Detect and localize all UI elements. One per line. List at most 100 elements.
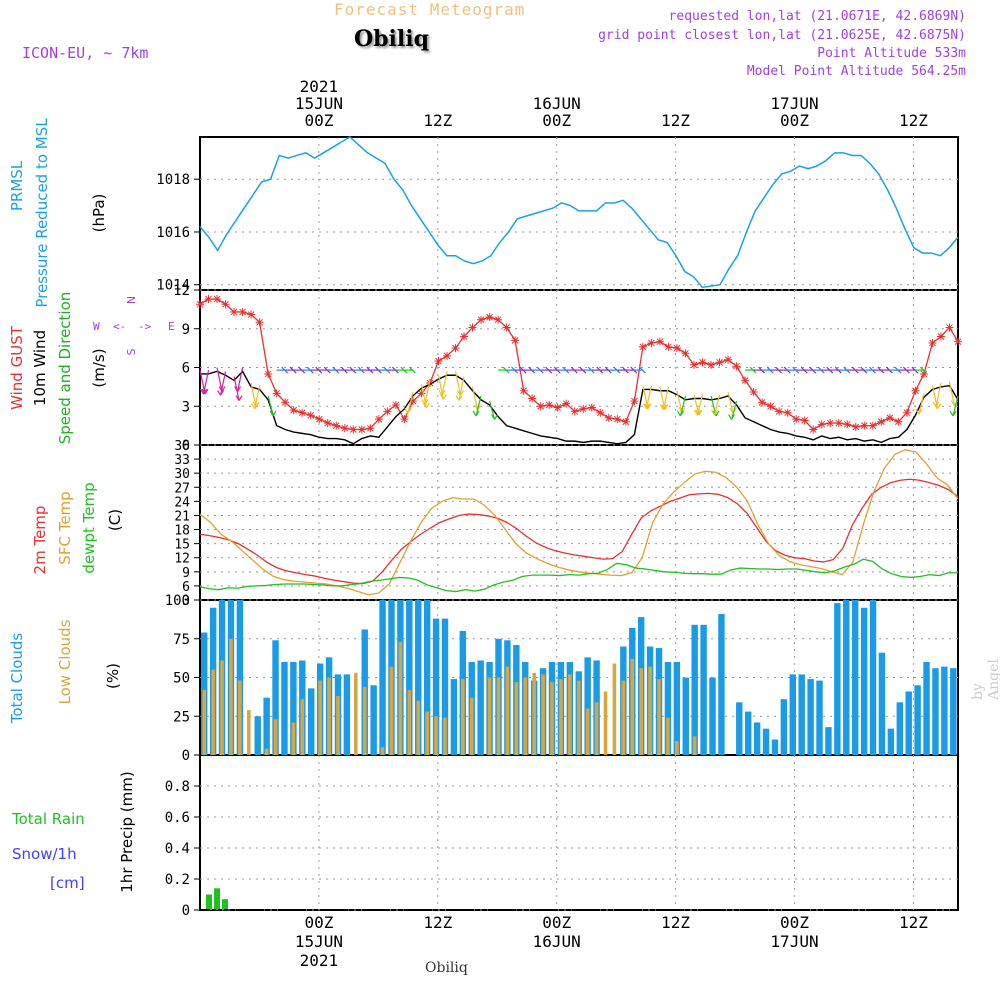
bar-low-clouds xyxy=(639,668,643,755)
wind-arrow-head xyxy=(200,388,208,395)
bar-low-clouds xyxy=(532,672,536,755)
gust-marker xyxy=(936,332,945,341)
wind-arrow-head xyxy=(919,366,927,374)
panel-frame xyxy=(199,136,959,291)
side-label-sfc-temp: SFC Temp xyxy=(56,491,74,564)
wind-arrow-head xyxy=(455,395,463,401)
wind-arrow-head xyxy=(404,407,412,414)
wind-arrow-head xyxy=(792,366,800,374)
wind-direction-arrow xyxy=(407,391,414,414)
chart-title: Forecast Meteogram xyxy=(334,0,526,19)
gust-marker xyxy=(306,411,315,420)
bar-total-clouds xyxy=(887,728,895,755)
bar-total-clouds xyxy=(851,600,859,755)
bottom-year-label: 2021 xyxy=(300,951,339,970)
bar-low-clouds xyxy=(327,677,331,755)
gust-marker xyxy=(792,415,801,424)
station-name: Obiliq xyxy=(354,26,430,52)
y-tick-label: 30 xyxy=(174,467,190,482)
gust-marker xyxy=(477,315,486,324)
y-tick-label: 12 xyxy=(174,552,190,567)
bottom-hour-label: 00Z xyxy=(304,913,333,932)
wind-arrow-head xyxy=(528,366,536,374)
wind-arrow-head xyxy=(383,366,391,374)
wind-direction-arrow xyxy=(441,371,448,396)
bar-total-clouds xyxy=(290,662,297,755)
compass-n: N xyxy=(125,296,138,304)
bar-total-clouds xyxy=(584,657,591,755)
bar-low-clouds xyxy=(594,702,599,755)
bar-low-clouds xyxy=(398,641,403,755)
gust-marker xyxy=(826,419,835,428)
bottom-hour-label: 00Z xyxy=(780,913,809,932)
top-hour-label: 12Z xyxy=(423,111,452,130)
y-tick-label: 33 xyxy=(174,453,190,468)
side-label-2m-temp: 2m Temp xyxy=(31,506,49,575)
wind-direction-arrow xyxy=(458,376,465,401)
top-hour-label: 00Z xyxy=(542,111,571,130)
y-axis-label-clouds: (%) xyxy=(104,663,122,689)
gust-marker xyxy=(502,323,511,332)
y-tick-label: 18 xyxy=(174,524,190,539)
point-altitude: Point Altitude 533m xyxy=(817,46,966,61)
bar-total-clouds xyxy=(379,600,386,755)
y-axis-label-wind: (m/s) xyxy=(90,348,108,387)
wind-arrow-head xyxy=(306,366,314,374)
bar-total-clouds xyxy=(236,600,244,755)
side-label-total-rain: Total Rain xyxy=(11,810,85,828)
wind-direction-arrow xyxy=(679,395,687,417)
bar-low-clouds xyxy=(362,686,367,755)
gust-marker xyxy=(545,400,554,409)
gust-marker xyxy=(800,416,809,425)
bar-low-clouds xyxy=(496,677,501,755)
gust-marker xyxy=(391,400,400,409)
bar-low-clouds xyxy=(407,689,412,755)
wind-direction-arrow xyxy=(219,371,227,396)
y-tick-label: 6 xyxy=(182,580,190,595)
model-label: ICON-EU, ~ 7km xyxy=(22,44,149,62)
y-tick-label: 0.8 xyxy=(165,779,190,795)
wind-arrow-head xyxy=(511,366,519,374)
gust-marker xyxy=(817,420,826,429)
bar-total-clouds xyxy=(762,728,770,755)
gust-marker xyxy=(357,425,366,434)
gust-marker xyxy=(766,402,775,411)
gust-marker xyxy=(434,357,443,366)
y-axis-label-pressure: (hPa) xyxy=(90,194,108,233)
bar-low-clouds xyxy=(523,677,528,755)
y-tick-label: 100 xyxy=(165,593,190,609)
gust-marker xyxy=(877,417,886,426)
bar-low-clouds xyxy=(585,708,590,755)
wind-arrow-head xyxy=(298,366,306,374)
top-hour-label: 12Z xyxy=(661,111,690,130)
series-line-dewpt xyxy=(199,558,958,593)
footer-station: Obiliq xyxy=(425,960,468,976)
top-hour-label: 00Z xyxy=(780,111,809,130)
wind-arrow-head xyxy=(877,366,885,374)
bar-low-clouds xyxy=(425,711,429,755)
wind-arrow-head xyxy=(349,366,357,374)
wind-arrow-head xyxy=(932,401,940,408)
top-date-label: 15JUN xyxy=(295,94,343,113)
gust-marker xyxy=(289,406,298,415)
wind-arrow-head xyxy=(915,408,923,415)
gust-marker xyxy=(562,399,571,408)
panel-pressure: 1014 1016 1018 xyxy=(156,136,959,294)
bar-total-clouds xyxy=(950,668,957,755)
bar-total-clouds xyxy=(744,711,752,755)
side-label-speed-direction: Speed and Direction xyxy=(56,292,74,445)
gust-marker xyxy=(553,403,562,412)
bar-low-clouds xyxy=(469,697,474,755)
bar-low-clouds xyxy=(576,680,581,755)
y-tick-label: 3 xyxy=(182,399,190,415)
wind-arrow-head xyxy=(502,366,510,374)
bar-rain xyxy=(214,888,220,910)
bar-total-clouds xyxy=(406,600,413,755)
wind-arrow-head xyxy=(775,366,783,374)
gust-marker xyxy=(460,332,469,341)
gust-marker xyxy=(315,415,324,424)
gust-marker xyxy=(230,307,239,316)
y-tick-label: 9 xyxy=(182,322,190,338)
wind-arrow-head xyxy=(340,366,348,374)
